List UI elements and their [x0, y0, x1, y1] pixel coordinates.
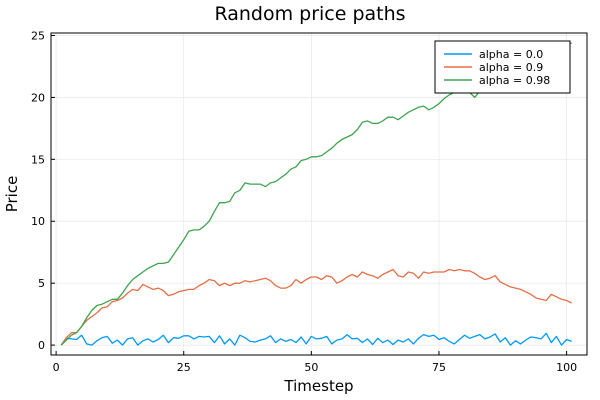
legend-label-alpha-0.9: alpha = 0.9 — [479, 61, 543, 74]
y-tick-label: 0 — [38, 339, 45, 352]
y-tick-label: 20 — [31, 91, 45, 104]
y-tick-label: 25 — [31, 29, 45, 42]
x-axis-title: Timestep — [283, 377, 353, 395]
series-line-alpha-0.9 — [60, 268, 572, 346]
legend-label-alpha-0.0: alpha = 0.0 — [479, 48, 543, 61]
y-tick-label: 10 — [31, 215, 45, 228]
chart-title: Random price paths — [214, 3, 405, 25]
y-axis-title: Price — [3, 176, 21, 213]
x-tick-label: 0 — [53, 361, 60, 374]
x-tick-label: 50 — [304, 361, 318, 374]
legend: alpha = 0.0 alpha = 0.9 alpha = 0.98 — [434, 40, 571, 94]
x-tick-label: 100 — [556, 361, 577, 374]
series-line-alpha-0.0 — [60, 332, 572, 346]
y-tick-label: 15 — [31, 153, 45, 166]
x-tick-label: 75 — [432, 361, 446, 374]
y-tick-label: 5 — [38, 277, 45, 290]
x-tick-label: 25 — [177, 361, 191, 374]
legend-label-alpha-0.98: alpha = 0.98 — [479, 74, 550, 87]
grid — [51, 33, 587, 355]
plot-frame — [50, 32, 588, 356]
axis-ticks: 0 25 50 75 100 0 5 10 15 20 25 — [31, 29, 577, 374]
